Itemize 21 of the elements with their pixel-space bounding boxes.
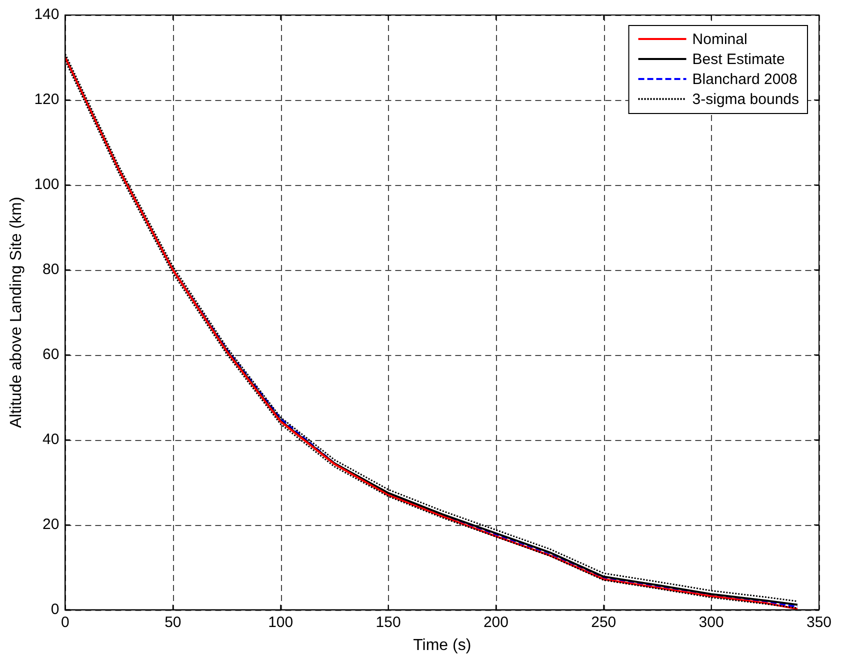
y-tick-label: 40 bbox=[42, 431, 60, 448]
legend-label: 3-sigma bounds bbox=[692, 91, 800, 108]
y-tick-label: 0 bbox=[50, 600, 60, 618]
legend-label: Blanchard 2008 bbox=[692, 71, 798, 88]
x-tick-label: 100 bbox=[268, 614, 294, 631]
y-tick-label: 100 bbox=[34, 176, 60, 194]
y-tick-label: 140 bbox=[34, 6, 60, 24]
x-axis-title: Time (s) bbox=[413, 636, 472, 654]
x-tick-label: 300 bbox=[698, 614, 724, 631]
y-tick-label: 60 bbox=[42, 346, 60, 364]
x-tick-label: 200 bbox=[483, 614, 508, 631]
x-tick-label: 50 bbox=[164, 614, 182, 631]
x-tick-label: 250 bbox=[591, 614, 616, 631]
y-axis-title: Altitude above Landing Site (km) bbox=[8, 196, 26, 428]
x-tick-label: 350 bbox=[806, 614, 832, 631]
y-tick-label: 20 bbox=[42, 516, 60, 533]
x-tick-label: 150 bbox=[376, 614, 401, 631]
y-tick-label: 80 bbox=[42, 261, 60, 278]
y-tick-label: 120 bbox=[34, 91, 60, 108]
legend-label: Best Estimate bbox=[692, 51, 785, 68]
legend-label: Nominal bbox=[692, 31, 748, 48]
